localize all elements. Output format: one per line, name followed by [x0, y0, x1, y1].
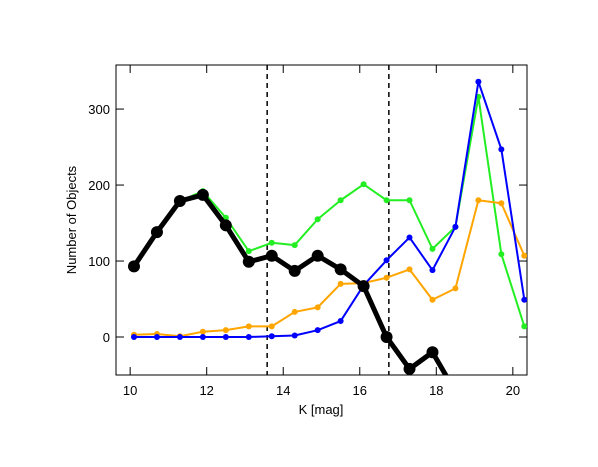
data-point — [153, 334, 160, 341]
y-tick-label: 300 — [88, 102, 110, 117]
data-point — [245, 334, 252, 341]
data-point — [268, 239, 275, 246]
data-point — [429, 245, 436, 252]
data-point — [219, 219, 232, 232]
data-point — [291, 242, 298, 249]
data-point — [222, 334, 229, 341]
data-point — [199, 334, 206, 341]
x-tick-label: 12 — [199, 383, 213, 398]
data-point — [291, 308, 298, 315]
data-point — [314, 216, 321, 223]
data-point — [498, 146, 505, 153]
data-point — [337, 280, 344, 287]
y-tick-label: 0 — [103, 330, 110, 345]
data-point — [452, 223, 459, 230]
data-point — [521, 296, 527, 303]
data-point — [429, 267, 436, 274]
data-point — [383, 274, 390, 281]
data-point — [498, 251, 505, 258]
data-point — [406, 266, 413, 273]
data-point — [314, 304, 321, 311]
data-point — [127, 260, 140, 273]
data-point — [199, 328, 206, 335]
data-point — [475, 197, 482, 204]
data-point — [380, 331, 393, 344]
series-line — [131, 192, 449, 375]
data-point — [334, 263, 347, 276]
data-point — [337, 318, 344, 325]
data-point — [268, 333, 275, 340]
data-point — [521, 252, 527, 259]
data-point — [426, 346, 439, 359]
data-point — [360, 181, 367, 188]
x-tick-label: 16 — [353, 383, 367, 398]
y-tick-label: 100 — [88, 254, 110, 269]
data-point — [357, 280, 370, 293]
data-point — [176, 334, 183, 341]
data-point — [265, 249, 278, 262]
x-tick-label: 20 — [506, 383, 520, 398]
y-axis-label: Number of Objects — [64, 165, 79, 274]
data-point — [245, 248, 252, 255]
data-point — [521, 323, 527, 330]
data-point — [498, 200, 505, 207]
data-point — [288, 264, 301, 277]
data-point — [383, 197, 390, 204]
data-point — [449, 386, 461, 398]
data-point — [311, 249, 324, 262]
x-tick-label: 10 — [123, 383, 137, 398]
data-point — [130, 334, 137, 341]
series-line — [133, 80, 526, 339]
y-tick-label: 200 — [88, 178, 110, 193]
data-point — [452, 285, 459, 292]
data-point — [245, 323, 252, 330]
data-point — [403, 362, 416, 375]
data-point — [337, 197, 344, 204]
data-point — [314, 327, 321, 334]
data-point — [268, 323, 275, 330]
data-point — [383, 257, 390, 264]
data-point — [406, 197, 413, 204]
data-point — [150, 226, 163, 239]
data-point — [242, 255, 255, 268]
series-line — [133, 95, 526, 327]
x-tick-label: 18 — [429, 383, 443, 398]
data-point — [406, 234, 413, 241]
plot-frame — [115, 64, 528, 376]
data-point — [291, 332, 298, 339]
plot-area — [127, 65, 527, 398]
data-point — [429, 296, 436, 303]
data-point — [173, 195, 186, 208]
x-tick-label: 14 — [276, 383, 290, 398]
data-point — [222, 327, 229, 334]
x-axis-label: K [mag] — [299, 402, 344, 417]
data-point — [196, 188, 209, 201]
series-line — [133, 199, 526, 338]
data-point — [475, 78, 482, 85]
